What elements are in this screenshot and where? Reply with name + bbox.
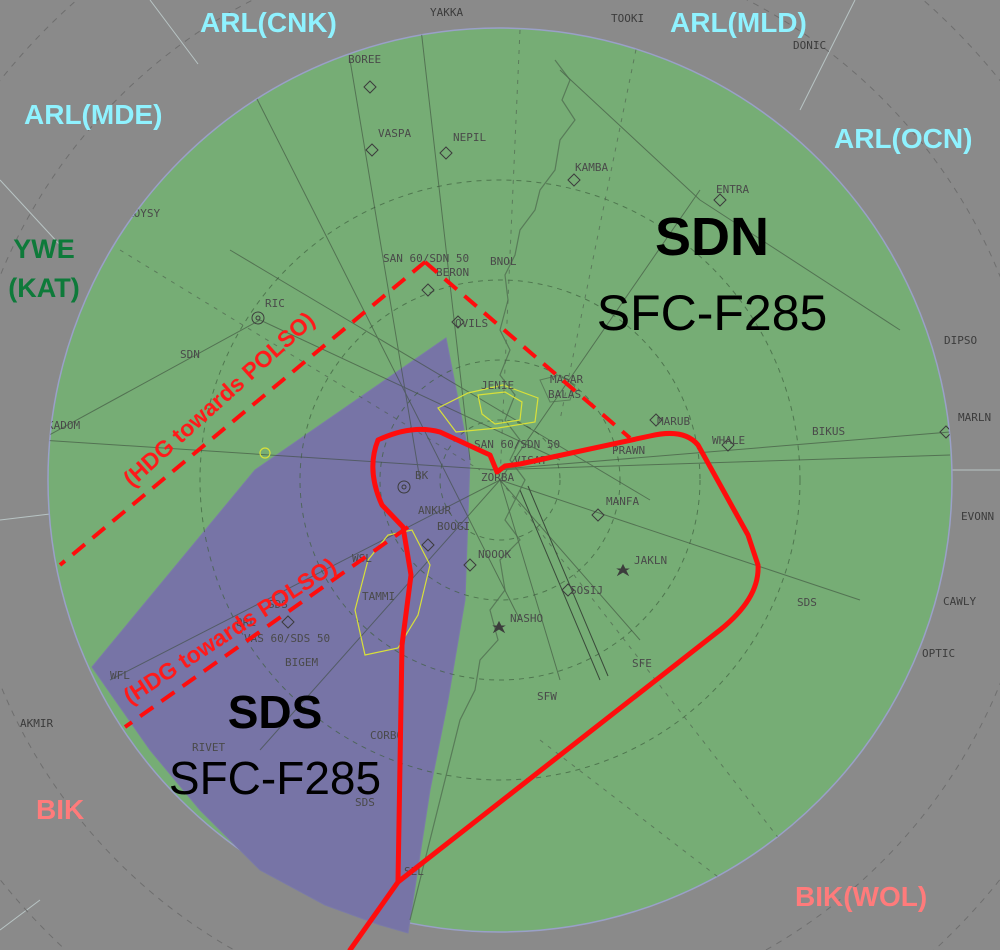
waypoint-cawly: CAWLY [943,595,976,608]
waypoint-nasho: NASHO [510,612,543,625]
neighbor-arl-mde: ARL(MDE) [24,99,162,130]
waypoint-ankur: ANKUR [418,504,451,517]
neighbor-ywe: YWE [13,234,75,264]
sds-sector-levels: SFC-F285 [169,752,381,804]
neighbor-arl-cnk: ARL(CNK) [200,7,337,38]
neighbor-bik: BIK [36,794,84,825]
waypoint-sdn: SDN [180,348,200,361]
waypoint-boree: BOREE [348,53,381,66]
waypoint-tos: TOS [192,101,212,114]
waypoint-boogi: BOOGI [437,520,470,533]
waypoint-donic: DONIC [793,39,826,52]
waypoint-vas60sds50: VAS 60/SDS 50 [244,632,330,645]
waypoint-tammi: TAMMI [362,590,395,603]
waypoint-sfw: SFW [537,690,557,703]
waypoint-bk: BK [415,469,429,482]
waypoint-ric: RIC [265,297,285,310]
waypoint-symbols [251,80,952,634]
neighbor-ywe-kat: (KAT) [8,273,79,303]
waypoint-roysy: ROYSY [127,207,160,220]
waypoint-sds-east: SDS [797,596,817,609]
waypoint-dipso: DIPSO [944,334,977,347]
departure-routes [347,426,761,950]
range-rings [199,179,801,781]
waypoint-whale: WHALE [712,434,745,447]
coastline [409,59,576,921]
waypoint-optic: OPTIC [922,647,955,660]
waypoint-corbo: CORBO [370,729,403,742]
neighbor-arl-ocn: ARL(OCN) [834,123,972,154]
heading-vector-south [123,525,410,729]
waypoint-akmir: AKMIR [20,717,53,730]
waypoint-san60sdn50-north: SAN 60/SDN 50 [383,252,469,265]
waypoint-kamba: KAMBA [575,161,608,174]
neighbor-arl-mld: ARL(MLD) [670,7,807,38]
runway-centerline [519,485,609,681]
waypoint-beron: BERON [436,266,469,279]
waypoint-qrl: QRL [236,616,256,629]
waypoint-wfl: WFL [110,669,130,682]
waypoint-kadom: KADOM [47,419,80,432]
island [539,374,576,403]
heading-vectors [58,260,632,729]
waypoint-sds: SDS [355,796,375,809]
airways [48,28,951,751]
waypoint-marln: MARLN [958,411,991,424]
heading-vector-north-join [423,260,632,440]
waypoint-noook: NOOOK [478,548,511,561]
waypoint-san60sdn50: SAN 60/SDN 50 [474,438,560,451]
route-east-loop [347,426,761,950]
waypoint-entra: ENTRA [716,183,749,196]
waypoint-yakka: YAKKA [430,6,463,19]
waypoint-vaspa: VASPA [378,127,411,140]
waypoint-sosij: SOSIJ [570,584,603,597]
waypoint-zorba: ZORBA [481,471,514,484]
waypoint-marub: MARUB [657,415,690,428]
sdn-sector-name: SDN [655,207,769,267]
neighbor-bik-wol: BIK(WOL) [795,881,927,912]
sdn-sector-levels: SFC-F285 [597,285,828,341]
waypoint-bnol: BNOL [490,255,517,268]
waypoint-nepil: NEPIL [453,131,486,144]
outer-waypoint-labels: YAKKA TOOKI DONIC DIPSO MARLN EVONN CAWL… [20,6,994,730]
waypoint-bikus: BIKUS [812,425,845,438]
waypoint-balas: BALAS [548,388,581,401]
waypoint-tooki: TOOKI [611,12,644,25]
waypoint-ovils: OVILS [455,317,488,330]
waypoint-manfa: MANFA [606,495,639,508]
waypoint-masar: MASAR [550,373,583,386]
neighbor-sector-labels: ARL(CNK) ARL(MLD) ARL(MDE) ARL(OCN) YWE … [8,7,972,912]
waypoint-prawn: PRAWN [612,444,645,457]
waypoint-bigem: BIGEM [285,656,318,669]
waypoint-rivet: RIVET [192,741,225,754]
sds-sector-name: SDS [228,686,323,738]
waypoint-evonn: EVONN [961,510,994,523]
heading-vector-north [58,260,427,567]
waypoint-sds60: SDS [268,598,288,611]
waypoint-jenie: JENIE [481,379,514,392]
waypoint-sfe: SFE [632,657,652,670]
waypoint-jakln: JAKLN [634,554,667,567]
